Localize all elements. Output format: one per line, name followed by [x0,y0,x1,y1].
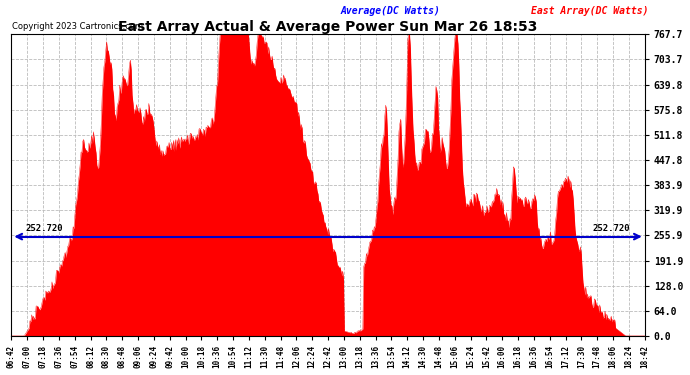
Text: 252.720: 252.720 [593,225,631,234]
Title: East Array Actual & Average Power Sun Mar 26 18:53: East Array Actual & Average Power Sun Ma… [119,20,538,34]
Text: 252.720: 252.720 [26,225,63,234]
Text: Average(DC Watts): Average(DC Watts) [341,6,441,16]
Text: East Array(DC Watts): East Array(DC Watts) [531,6,648,16]
Text: Copyright 2023 Cartronics.com: Copyright 2023 Cartronics.com [12,22,144,31]
